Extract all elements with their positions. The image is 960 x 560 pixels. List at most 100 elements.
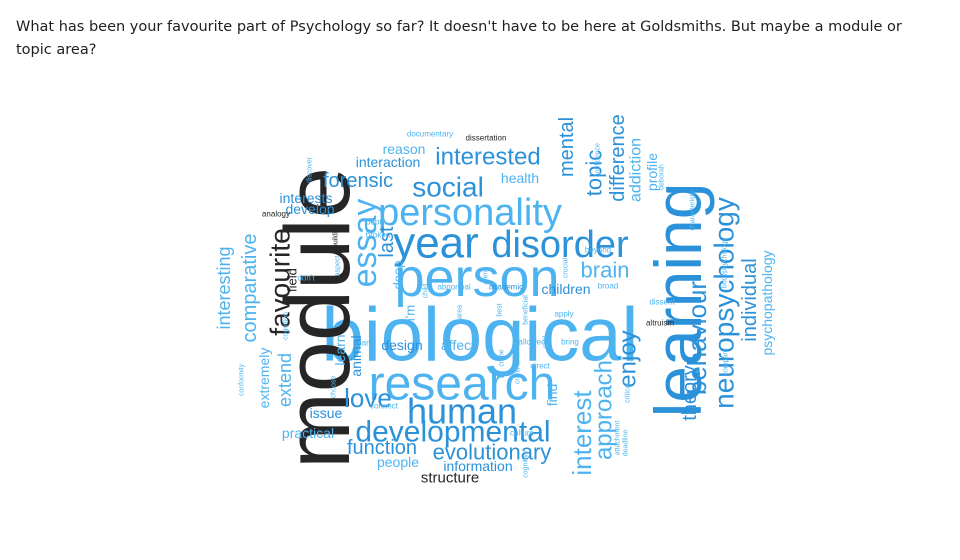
cloud-word-cognition: cognition bbox=[283, 312, 290, 340]
cloud-word-function: function bbox=[347, 437, 417, 459]
cloud-word-human: human bbox=[407, 391, 517, 432]
cloud-word-reason: reason bbox=[383, 141, 426, 157]
question-text: What has been your favourite part of Psy… bbox=[16, 19, 902, 58]
cloud-word-essay: essay bbox=[346, 199, 384, 288]
cloud-word-theory: theory bbox=[679, 365, 701, 421]
cloud-word-mental: mental bbox=[556, 117, 578, 177]
cloud-word-critical: critical bbox=[625, 383, 632, 403]
cloud-word-dissertation: dissertation bbox=[466, 134, 507, 143]
cloud-word-i-m: i'm bbox=[403, 305, 418, 321]
cloud-word-child: child bbox=[423, 284, 430, 299]
cloud-word-children: children bbox=[541, 281, 590, 297]
cloud-word-deep: deep bbox=[391, 261, 406, 290]
cloud-word-health: health bbox=[501, 170, 539, 186]
cloud-word-personality: personality bbox=[378, 192, 562, 234]
cloud-word-behaviour: behaviour bbox=[682, 281, 712, 396]
cloud-word-choose: choose bbox=[331, 376, 338, 399]
cloud-word-biological: biological bbox=[322, 293, 639, 378]
cloud-word-deadline: deadline bbox=[623, 430, 630, 457]
cloud-word-abnormal: abnormal bbox=[437, 283, 471, 292]
cloud-word-forensic: forensic bbox=[323, 170, 393, 192]
cloud-word-broad: broad bbox=[598, 282, 618, 291]
cloud-word-discover: discover bbox=[307, 156, 314, 183]
cloud-word-topic: topic bbox=[582, 150, 607, 196]
cloud-word-can-t: can't bbox=[358, 339, 375, 348]
cloud-word-person: person bbox=[394, 248, 559, 308]
cloud-word-aspect: aspect bbox=[335, 256, 342, 277]
cloud-word-social: social bbox=[412, 172, 484, 203]
cloud-word-profile: profile bbox=[644, 153, 660, 191]
cloud-word-attachment: attachment bbox=[615, 421, 622, 456]
cloud-word-connect: connect bbox=[370, 402, 399, 411]
cloud-word-beyond: beyond bbox=[585, 246, 611, 255]
cloud-word-affect: affect bbox=[441, 337, 475, 353]
cloud-word-criminal: criminal bbox=[515, 360, 522, 385]
cloud-word-confidence: confidence bbox=[595, 143, 602, 177]
cloud-word-best: best bbox=[497, 303, 504, 316]
cloud-word-interests: interests bbox=[280, 190, 333, 206]
cloud-word-apply: apply bbox=[554, 310, 573, 319]
cloud-word-cognitive: cognitive bbox=[523, 450, 530, 478]
cloud-word-find: find bbox=[544, 384, 560, 407]
cloud-word-last: last bbox=[376, 226, 398, 258]
cloud-word-individual: individual bbox=[739, 258, 761, 341]
cloud-word-people: people bbox=[377, 454, 419, 470]
cloud-word-conformity: conformity bbox=[239, 363, 246, 396]
cloud-word-developmental: developmental bbox=[355, 416, 550, 449]
cloud-word-academic: academic bbox=[489, 283, 523, 292]
cloud-word-field: field bbox=[285, 268, 300, 292]
cloud-word-building: building bbox=[333, 224, 340, 248]
cloud-word-characteristic: characteristic bbox=[690, 189, 697, 231]
cloud-word-culture: culture bbox=[510, 429, 535, 438]
cloud-word-psychopathology: psychopathology bbox=[759, 250, 775, 355]
cloud-word-extremely: extremely bbox=[256, 348, 272, 409]
cloud-word-comparative: comparative bbox=[239, 234, 261, 343]
cloud-word-develop: develop bbox=[285, 201, 334, 217]
cloud-word-enjoy: enjoy bbox=[615, 330, 642, 387]
cloud-word-direct: direct bbox=[530, 362, 550, 371]
cloud-word-don-t: don't bbox=[297, 274, 315, 283]
cloud-word-design: design bbox=[381, 337, 422, 353]
cloud-word-brain: brain bbox=[581, 258, 630, 283]
cloud-word-aren-t: aren't bbox=[483, 267, 490, 284]
cloud-word-animal: animal bbox=[348, 335, 364, 376]
cloud-word-learning: learning bbox=[641, 183, 715, 418]
cloud-word-depth: depth bbox=[366, 218, 386, 227]
cloud-word-interested: interested bbox=[435, 144, 540, 171]
cloud-word-broken: broken bbox=[366, 231, 390, 240]
cloud-word-analogy: analogy bbox=[262, 210, 290, 219]
cloud-word-bring: bring bbox=[561, 338, 579, 347]
cloud-word-altruism: altruism bbox=[646, 319, 674, 328]
cloud-word-difference: difference bbox=[607, 114, 629, 201]
cloud-word-beneficial: beneficial bbox=[523, 295, 530, 325]
cloud-word-evolutionary: evolutionary bbox=[433, 440, 552, 465]
cloud-word-addiction: addiction bbox=[628, 138, 645, 202]
cloud-word-neuropsychology: neuropsychology bbox=[709, 197, 740, 409]
cloud-word-deborah: deborah bbox=[659, 164, 666, 190]
cloud-word-documentary: documentary bbox=[407, 130, 453, 139]
cloud-word-favourite: favourite bbox=[265, 228, 296, 335]
cloud-word-cool: cool bbox=[543, 335, 550, 348]
cloud-word-structure: structure bbox=[421, 470, 479, 487]
cloud-word-research: research bbox=[369, 358, 556, 411]
cloud-word-dissent: dissent bbox=[649, 298, 675, 307]
cloud-word-information: information bbox=[443, 458, 512, 474]
cloud-word-interesting: interesting bbox=[214, 246, 234, 329]
cloud-word-module: module bbox=[267, 167, 369, 469]
cloud-word-interest: interest bbox=[567, 390, 597, 476]
cloud-word-practical: practical bbox=[282, 425, 334, 441]
cloud-word-crime: crime bbox=[499, 349, 506, 366]
cloud-word-year: year bbox=[393, 219, 479, 268]
cloud-word-allowed: allowed bbox=[518, 338, 545, 347]
cloud-word-disorder: disorder bbox=[491, 224, 629, 266]
cloud-word-crucial: crucial bbox=[563, 257, 570, 278]
cloud-word-compare: compare bbox=[723, 348, 730, 375]
cloud-word-love: love bbox=[344, 383, 392, 413]
cloud-word-extend: extend bbox=[275, 353, 295, 407]
cloud-word-learn: learn bbox=[332, 334, 348, 365]
cloud-word-interaction: interaction bbox=[356, 154, 421, 170]
cloud-word-approach: approach bbox=[591, 360, 618, 460]
cloud-word-area: area bbox=[457, 305, 464, 319]
cloud-word-issue: issue bbox=[310, 405, 343, 421]
